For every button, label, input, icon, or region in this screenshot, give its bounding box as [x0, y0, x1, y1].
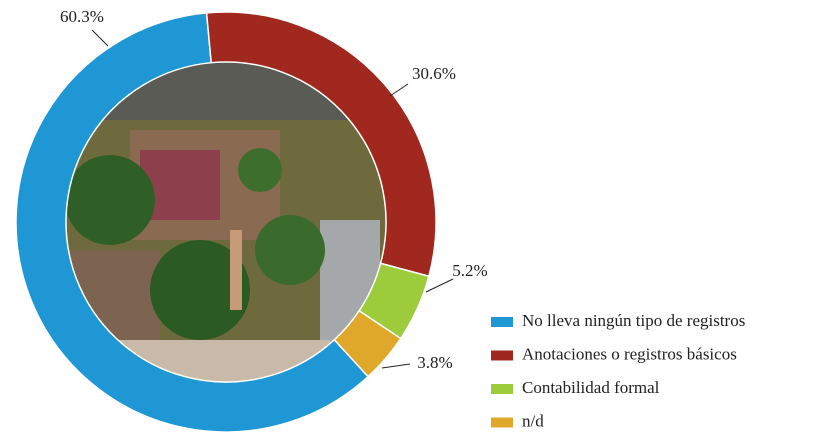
legend-label: n/d: [522, 411, 544, 430]
legend-swatch: [491, 317, 513, 327]
data-label: 30.6%: [412, 64, 456, 83]
legend-label: No lleva ningún tipo de registros: [522, 311, 745, 330]
legend-swatch: [491, 384, 513, 394]
data-label: 3.8%: [417, 353, 452, 372]
leader-line: [389, 83, 409, 97]
data-label: 5.2%: [452, 261, 487, 280]
legend-label: Contabilidad formal: [522, 378, 660, 397]
leader-line: [425, 278, 454, 293]
legend-swatch: [491, 417, 513, 428]
leader-line: [381, 363, 411, 369]
leader-line: [91, 29, 109, 47]
legend-label: Anotaciones o registros básicos: [522, 344, 737, 363]
donut-slice: [333, 309, 402, 378]
donut-slice: [15, 12, 370, 433]
legend-swatch: [491, 350, 513, 361]
data-label: 60.3%: [60, 7, 104, 26]
